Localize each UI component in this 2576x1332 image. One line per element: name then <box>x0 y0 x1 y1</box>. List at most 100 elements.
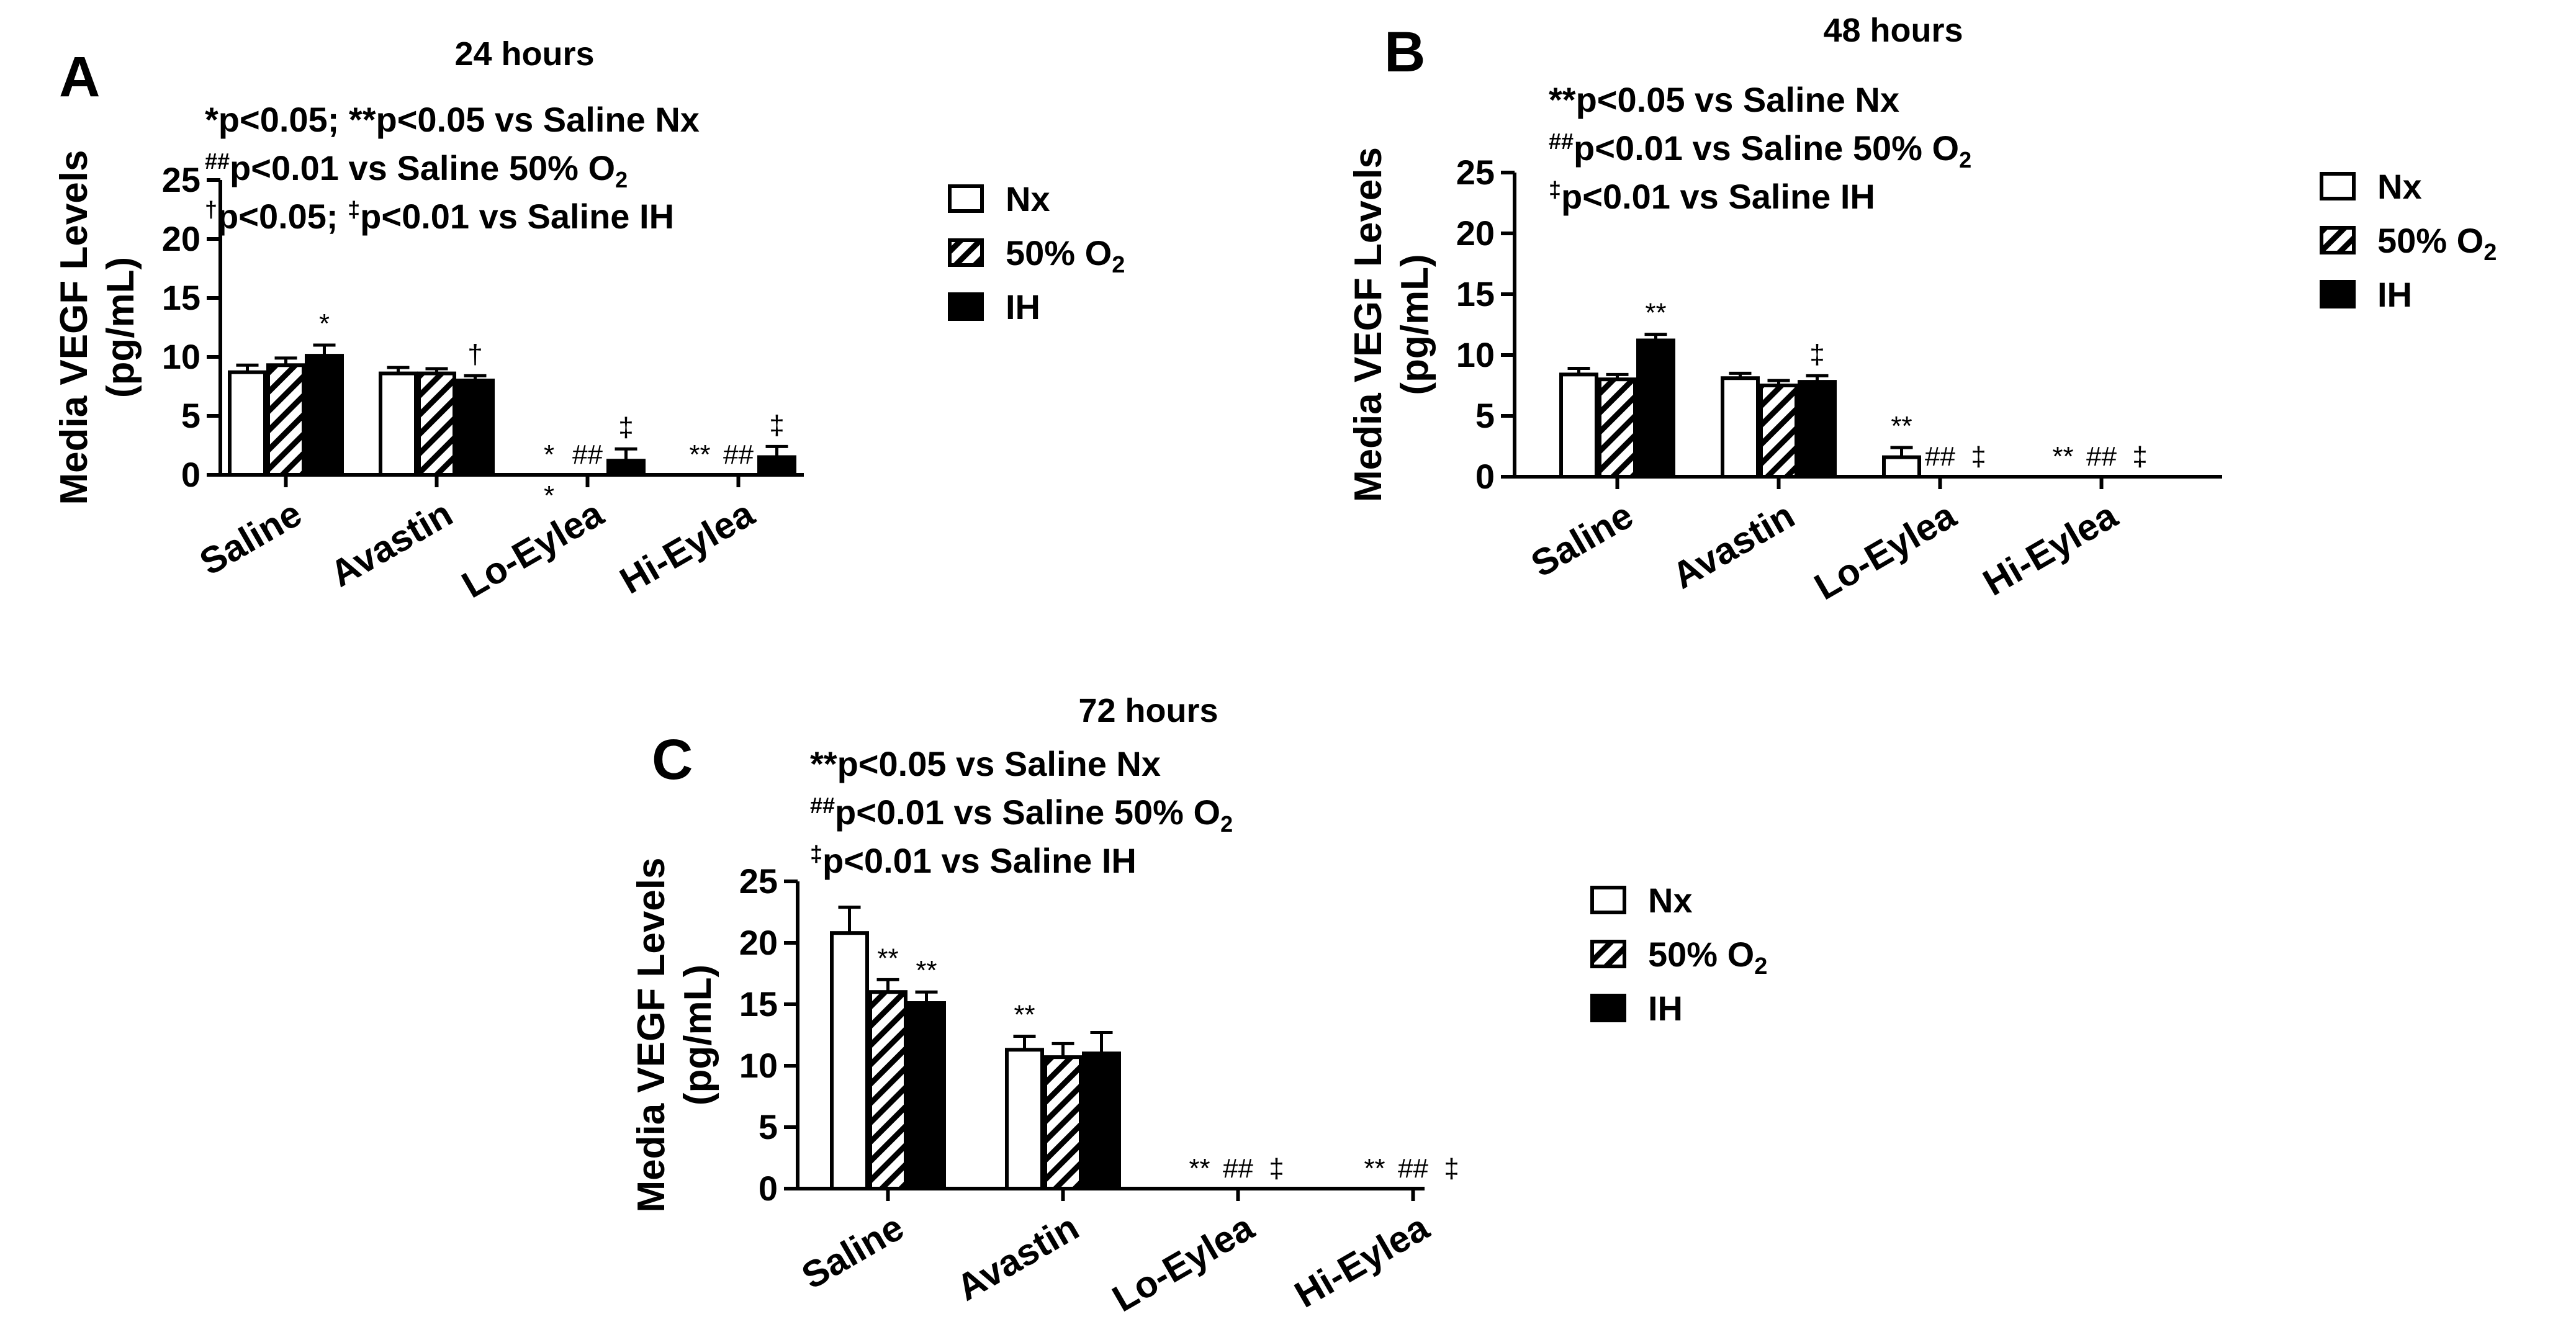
significance-mark: ** <box>1891 411 1912 441</box>
stats-line: ##p<0.01 vs Saline 50% O2 <box>1549 128 1971 173</box>
stats-text: p<0.01 vs Saline 50% O <box>230 148 615 187</box>
legend-subscript: 2 <box>1112 252 1125 278</box>
y-axis-label: Media VEGF Levels <box>53 150 96 505</box>
significance-mark: * <box>544 480 554 511</box>
significance-mark: ‡ <box>1971 441 1986 472</box>
chart-title: 48 hours <box>1823 12 1963 49</box>
panel-a: 24 hours A *p<0.05; **p<0.05 vs Saline Nx #… <box>53 35 1125 606</box>
significance-mark: ‡ <box>769 410 784 440</box>
significance-mark: ** <box>689 439 710 470</box>
x-tick-label: Avastin <box>950 1206 1086 1308</box>
y-axis-label: Media VEGF Levels <box>630 858 673 1213</box>
y-tick-label: 25 <box>1456 153 1495 192</box>
bar-ih <box>1082 1051 1121 1190</box>
bar-ih <box>907 1001 946 1191</box>
stats-superscript: ‡ <box>1549 177 1561 202</box>
stats-text: p<0.01 vs Saline 50% O <box>1574 128 1959 168</box>
legend-text: IH <box>1006 287 1040 326</box>
significance-mark: ## <box>723 439 754 470</box>
legend-50-o2-label: 50% O2 <box>1006 233 1125 278</box>
y-tick-label: 0 <box>759 1169 778 1208</box>
x-tick-label: Avastin <box>323 492 459 595</box>
y-tick-label: 5 <box>181 396 200 435</box>
y-tick-label: 0 <box>1475 457 1495 496</box>
bar-nx <box>830 931 869 1191</box>
y-tick-label: 5 <box>1475 396 1495 435</box>
stats-superscript: ## <box>810 793 835 818</box>
legend-ih-label: IH <box>2377 275 2412 314</box>
stats-text: **p<0.05 vs Saline Nx <box>810 744 1161 783</box>
stats-line: *p<0.05; **p<0.05 vs Saline Nx <box>205 100 700 139</box>
bar-50o2 <box>1043 1055 1083 1191</box>
significance-mark: ** <box>1645 298 1666 328</box>
legend: Nx 50% O2 IH <box>948 179 1125 326</box>
x-tick-label: Lo-Eylea <box>1106 1206 1261 1320</box>
stats-text: **p<0.05 vs Saline Nx <box>1549 80 1899 119</box>
x-tick-label: Hi-Eylea <box>1287 1206 1436 1316</box>
panel-letter: A <box>59 45 100 109</box>
bar-ih <box>1636 338 1675 479</box>
significance-mark: * <box>319 308 330 339</box>
legend-text: 50% O <box>1006 233 1112 272</box>
bar-50o2 <box>417 371 456 477</box>
stats-superscript: ## <box>205 148 230 174</box>
significance-mark: ## <box>1223 1153 1253 1184</box>
significance-mark: ## <box>2086 441 2117 472</box>
significance-mark: ** <box>916 955 937 986</box>
legend-nx-swatch <box>2320 172 2356 200</box>
bar-ih <box>757 455 796 477</box>
legend-nx-label: Nx <box>2377 167 2422 206</box>
y-tick-label: 15 <box>1456 274 1495 313</box>
stats-text: p<0.01 vs Saline IH <box>1561 177 1875 216</box>
legend-50-o2-swatch <box>948 238 984 267</box>
legend: Nx 50% O2 IH <box>2320 167 2497 314</box>
bar-50o2 <box>1598 377 1637 479</box>
stats-line: **p<0.05 vs Saline Nx <box>1549 80 1899 119</box>
y-axis-label: Media VEGF Levels <box>1347 147 1390 502</box>
y-tick-label: 15 <box>162 278 200 317</box>
legend-text: Nx <box>1648 881 1693 920</box>
significance-mark: ## <box>1398 1153 1428 1184</box>
bar-nx <box>379 371 418 477</box>
stats-subscript: 2 <box>1220 811 1233 837</box>
x-tick-label: Saline <box>1524 494 1640 585</box>
y-axis-unit: (pg/mL) <box>99 257 142 398</box>
significance-mark: ‡ <box>2132 441 2147 472</box>
stats-line: ‡p<0.01 vs Saline IH <box>810 841 1137 880</box>
bar-nx <box>228 370 267 477</box>
legend-nx-swatch <box>948 184 984 213</box>
bar-50o2 <box>868 990 907 1190</box>
significance-mark: ** <box>2052 441 2073 472</box>
legend-nx-swatch <box>1590 886 1626 914</box>
significance-mark: ** <box>1189 1153 1210 1184</box>
stats-line: †p<0.05; ‡p<0.01 vs Saline IH <box>205 197 674 236</box>
significance-mark: ** <box>1014 999 1035 1030</box>
stats-superscript: ## <box>1549 128 1574 154</box>
significance-mark: ** <box>1364 1153 1385 1184</box>
legend-nx-label: Nx <box>1648 881 1693 920</box>
stats-subscript: 2 <box>1959 147 1971 173</box>
y-tick-label: 25 <box>739 862 778 901</box>
stats-line: ‡p<0.01 vs Saline IH <box>1549 177 1875 216</box>
y-tick-label: 5 <box>759 1107 778 1146</box>
stats-line: **p<0.05 vs Saline Nx <box>810 744 1161 783</box>
legend-text: 50% O <box>1648 935 1754 974</box>
stats-subscript: 2 <box>615 167 628 192</box>
significance-mark: ## <box>572 439 603 470</box>
stats-superscript: † <box>205 197 217 222</box>
stats-text: p<0.05; <box>217 197 348 236</box>
bar-50o2 <box>1759 384 1798 479</box>
legend-50-o2-label: 50% O2 <box>2377 221 2497 266</box>
y-tick-label: 20 <box>1456 214 1495 253</box>
stats-text: *p<0.05; **p<0.05 vs Saline Nx <box>205 100 700 139</box>
significance-mark: ‡ <box>1809 339 1824 369</box>
y-tick-label: 10 <box>162 337 200 376</box>
bar-nx <box>1882 455 1921 479</box>
legend-ih-label: IH <box>1006 287 1040 326</box>
significance-mark: ‡ <box>618 412 633 443</box>
legend-50-o2-swatch <box>2320 226 2356 254</box>
stats-superscript: ‡ <box>810 841 822 866</box>
y-axis-unit: (pg/mL) <box>1394 254 1436 395</box>
